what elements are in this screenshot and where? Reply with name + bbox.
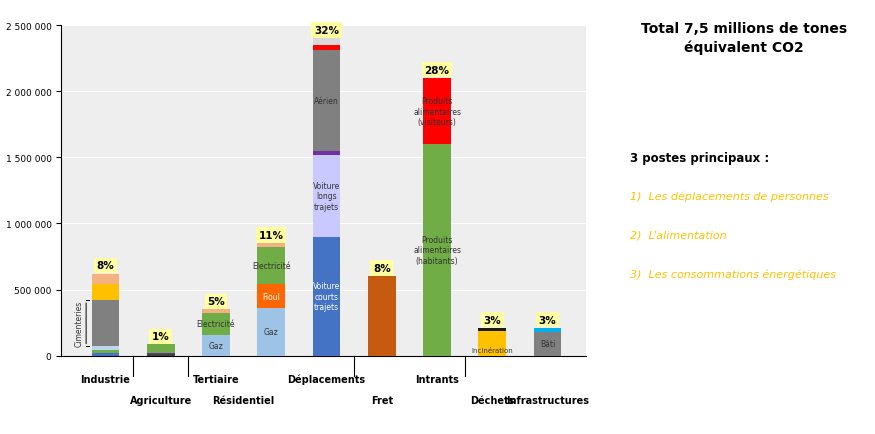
Bar (202, 335, 230, 356)
Bar (479, 331, 506, 356)
Bar (479, 328, 506, 331)
Text: 3 postes principaux :: 3 postes principaux : (630, 152, 769, 165)
Text: Incinération: Incinération (472, 347, 513, 353)
Text: Electricité: Electricité (197, 320, 235, 329)
Text: Intrants: Intrants (415, 374, 459, 384)
Bar (92, 274, 119, 285)
Text: Déchets: Déchets (470, 395, 514, 405)
Bar (312, 39, 340, 46)
Text: 28%: 28% (424, 66, 450, 76)
Text: 3%: 3% (483, 315, 501, 325)
Text: Electricité: Electricité (252, 262, 290, 271)
Text: 8%: 8% (373, 263, 390, 273)
Bar (257, 248, 285, 285)
Bar (92, 353, 119, 356)
Bar (312, 155, 340, 237)
Bar (202, 314, 230, 335)
Text: 2)  L’alimentation: 2) L’alimentation (630, 230, 726, 240)
Bar (368, 277, 396, 356)
Bar (92, 285, 119, 300)
Text: Voiture
courts
trajets: Voiture courts trajets (313, 282, 340, 311)
Bar (257, 285, 285, 309)
Text: Aérien: Aérien (314, 97, 339, 106)
Text: Résidentiel: Résidentiel (213, 395, 275, 405)
Text: Bâti: Bâti (540, 339, 556, 349)
Bar (202, 310, 230, 314)
Bar (312, 46, 340, 51)
Text: Gaz: Gaz (208, 341, 223, 350)
Bar (312, 51, 340, 151)
Text: Cimenteries: Cimenteries (75, 300, 84, 347)
Text: 1)  Les déplacements de personnes: 1) Les déplacements de personnes (630, 191, 829, 201)
Bar (92, 351, 119, 353)
Bar (424, 145, 451, 356)
Text: 3)  Les consommations énergétiques: 3) Les consommations énergétiques (630, 269, 836, 279)
Text: Voiture
longs
trajets: Voiture longs trajets (313, 181, 340, 211)
Text: 8%: 8% (96, 261, 115, 271)
Text: 3%: 3% (539, 315, 556, 325)
Bar (312, 151, 340, 155)
Bar (147, 353, 174, 355)
Text: 11%: 11% (259, 230, 284, 240)
Text: Gaz: Gaz (264, 328, 278, 337)
Bar (312, 237, 340, 356)
Bar (92, 300, 119, 347)
Bar (424, 79, 451, 145)
Text: 5%: 5% (207, 296, 225, 306)
Bar (534, 332, 562, 356)
Bar (534, 328, 562, 332)
Text: Agriculture: Agriculture (130, 395, 192, 405)
Text: Fioul: Fioul (262, 292, 280, 301)
Text: Produits
alimentaires
(habitants): Produits alimentaires (habitants) (413, 236, 461, 265)
Bar (147, 345, 174, 353)
Bar (257, 244, 285, 248)
Text: Total 7,5 millions de tones
équivalent CO2: Total 7,5 millions de tones équivalent C… (640, 22, 847, 55)
Text: Déplacements: Déplacements (288, 374, 366, 385)
Text: Tertiaire: Tertiaire (192, 374, 239, 384)
Text: Produits
alimentaires
(visiteurs): Produits alimentaires (visiteurs) (413, 97, 461, 127)
Text: 1%: 1% (152, 332, 170, 342)
Bar (257, 309, 285, 356)
Text: 32%: 32% (314, 26, 339, 36)
Text: Industrie: Industrie (80, 374, 130, 384)
Bar (92, 347, 119, 351)
Text: Fret: Fret (371, 395, 393, 405)
Bar (147, 355, 174, 356)
Text: Infrastructures: Infrastructures (506, 395, 589, 405)
